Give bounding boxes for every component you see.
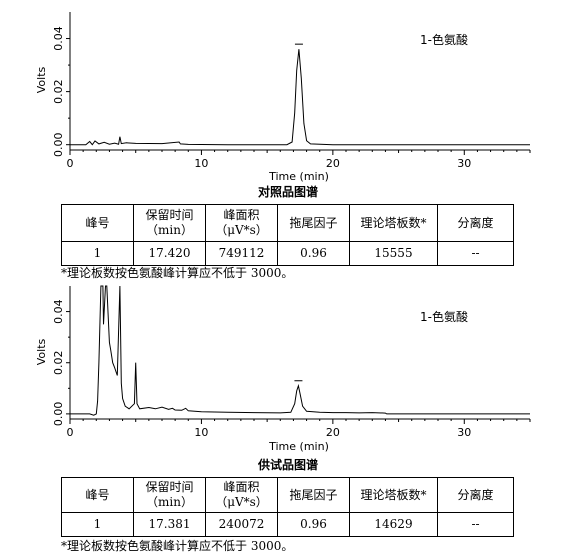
header-peak-no: 峰号 — [61, 477, 134, 513]
y-tick-label: 0.02 — [52, 79, 65, 104]
header-peak-area: 峰面积（μV*s） — [205, 204, 278, 242]
y-tick-label: 0.04 — [52, 299, 65, 324]
table-row: 1 17.420 749112 0.96 15555 -- — [61, 241, 514, 266]
y-ticks: 0.00 0.02 0.04 — [52, 299, 70, 426]
header-tailing-factor: 拖尾因子 — [277, 477, 350, 513]
header-resolution: 分离度 — [437, 477, 514, 513]
cell-theoretical-plates: 14629 — [349, 512, 438, 537]
x-tick-label: 30 — [457, 157, 471, 170]
chromatogram-trace — [70, 49, 530, 146]
x-tick-label: 0 — [67, 426, 74, 439]
x-tick-label: 20 — [326, 157, 340, 170]
x-tick-label: 30 — [457, 426, 471, 439]
chromatogram-trace — [70, 285, 530, 416]
y-axis-label: Volts — [35, 66, 48, 93]
table-header-row: 峰号 保留时间（min） 峰面积（μV*s） 拖尾因子 理论塔板数* 分离度 — [61, 204, 514, 242]
chart-title-reference: 对照品图谱 — [257, 185, 318, 199]
results-table-reference: 峰号 保留时间（min） 峰面积（μV*s） 拖尾因子 理论塔板数* 分离度 1… — [61, 204, 514, 266]
cell-retention-time: 17.420 — [133, 241, 206, 266]
header-tailing-factor: 拖尾因子 — [277, 204, 350, 242]
header-peak-area: 峰面积（μV*s） — [205, 477, 278, 513]
header-peak-no: 峰号 — [61, 204, 134, 242]
y-ticks: 0.00 0.02 0.04 — [52, 26, 70, 157]
x-ticks: 0 10 20 30 — [67, 150, 531, 170]
x-tick-label: 10 — [194, 157, 208, 170]
x-axis-label: Time (min) — [268, 170, 329, 183]
cell-peak-area: 240072 — [205, 512, 278, 537]
x-ticks: 0 10 20 30 — [67, 419, 531, 439]
cell-peak-no: 1 — [61, 512, 134, 537]
peak-annotation: 1-色氨酸 — [420, 309, 468, 324]
header-theoretical-plates: 理论塔板数* — [349, 477, 438, 513]
table-header-row: 峰号 保留时间（min） 峰面积（μV*s） 拖尾因子 理论塔板数* 分离度 — [61, 477, 514, 513]
header-theoretical-plates: 理论塔板数* — [349, 204, 438, 242]
cell-theoretical-plates: 15555 — [349, 241, 438, 266]
cell-tailing-factor: 0.96 — [277, 512, 350, 537]
header-retention-time: 保留时间（min） — [133, 477, 206, 513]
y-tick-label: 0.02 — [52, 350, 65, 375]
y-axis-label: Volts — [35, 338, 48, 365]
table-row: 1 17.381 240072 0.96 14629 -- — [61, 512, 514, 537]
cell-retention-time: 17.381 — [133, 512, 206, 537]
results-table-sample: 峰号 保留时间（min） 峰面积（μV*s） 拖尾因子 理论塔板数* 分离度 1… — [61, 477, 514, 537]
chromatogram-sample: 0.00 0.02 0.04 0 10 20 30 Volts Time (min) 1-… — [35, 285, 531, 453]
cell-tailing-factor: 0.96 — [277, 241, 350, 266]
chart-title-sample: 供试品图谱 — [257, 458, 318, 472]
cell-peak-no: 1 — [61, 241, 134, 266]
footnote-reference: *理论板数按色氨酸峰计算应不低于 3000。 — [61, 266, 294, 280]
y-tick-label: 0.04 — [52, 26, 65, 51]
y-tick-label: 0.00 — [52, 402, 65, 427]
x-tick-label: 20 — [326, 426, 340, 439]
y-tick-label: 0.00 — [52, 132, 65, 157]
footnote-sample: *理论板数按色氨酸峰计算应不低于 3000。 — [61, 539, 294, 553]
x-axis-label: Time (min) — [268, 440, 329, 453]
header-retention-time: 保留时间（min） — [133, 204, 206, 242]
chromatogram-reference: 0.00 0.02 0.04 0 10 20 30 Volts Time (min) 1-… — [35, 12, 531, 183]
cell-peak-area: 749112 — [205, 241, 278, 266]
cell-resolution: -- — [437, 512, 514, 537]
header-resolution: 分离度 — [437, 204, 514, 242]
x-tick-label: 0 — [67, 157, 74, 170]
peak-annotation: 1-色氨酸 — [420, 32, 468, 47]
cell-resolution: -- — [437, 241, 514, 266]
x-tick-label: 10 — [194, 426, 208, 439]
